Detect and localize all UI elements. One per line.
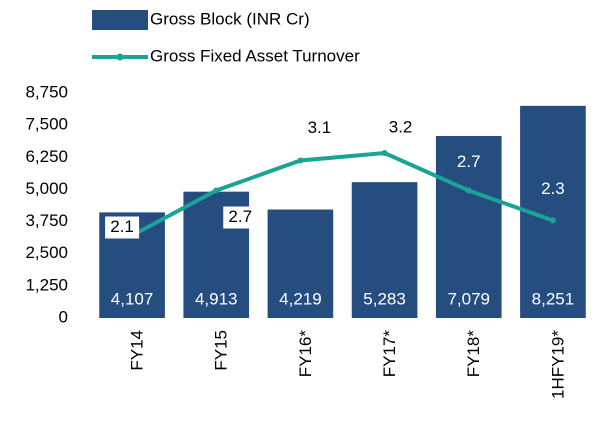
bar-value-label: 8,251	[532, 289, 575, 308]
bar-value-label: 4,913	[195, 289, 238, 308]
line-value-label: 2.7	[228, 207, 252, 226]
x-tick-label: FY18*	[464, 330, 483, 378]
y-tick-label: 6,250	[25, 147, 68, 166]
legend-swatch	[92, 10, 148, 30]
line-marker	[381, 150, 388, 156]
y-tick-label: 1,250	[25, 275, 68, 294]
y-tick-label: 8,750	[25, 82, 68, 101]
x-tick-label: 1HFY19*	[548, 330, 567, 399]
y-tick-label: 0	[59, 307, 68, 326]
line	[131, 150, 554, 238]
legend-label: Gross Block (INR Cr)	[150, 9, 310, 28]
bar	[435, 135, 502, 318]
bar-value-label: 4,107	[111, 289, 154, 308]
line-value-label: 2.3	[541, 179, 565, 198]
bar-value-label: 7,079	[447, 289, 490, 308]
x-tick-label: FY16*	[296, 330, 315, 378]
y-tick-label: 3,750	[25, 211, 68, 230]
line-marker	[297, 157, 304, 164]
line-marker	[465, 187, 472, 194]
bar-value-label: 5,283	[363, 289, 406, 308]
label-background	[105, 216, 140, 239]
line-value-label: 2.1	[110, 217, 134, 236]
bar	[267, 209, 334, 318]
y-tick-label: 5,000	[25, 179, 68, 198]
bar-value-label: 4,219	[279, 289, 322, 308]
line-value-label: 2.7	[457, 152, 481, 171]
x-tick-label: FY15	[212, 330, 231, 371]
x-tick-label: FY14	[128, 330, 147, 371]
line-value-label: 3.1	[308, 118, 332, 137]
x-tick-label: FY17*	[380, 330, 399, 378]
line-marker	[213, 187, 220, 194]
y-tick-label: 7,500	[25, 115, 68, 134]
legend-marker	[116, 53, 124, 61]
bar	[351, 182, 418, 318]
y-tick-label: 2,500	[25, 243, 68, 262]
label-background	[223, 206, 258, 229]
line-value-label: 3.2	[389, 117, 413, 136]
legend-label: Gross Fixed Asset Turnover	[150, 46, 360, 65]
line-marker	[549, 217, 556, 224]
